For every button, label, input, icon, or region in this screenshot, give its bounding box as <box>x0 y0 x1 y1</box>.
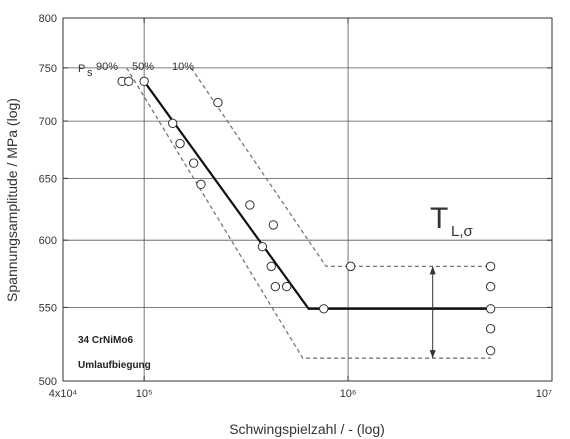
y-tick-label: 550 <box>39 302 57 314</box>
ps-subscript: s <box>87 67 93 79</box>
x-tick-label: 10⁵ <box>136 388 153 400</box>
x-tick-label: 4x10⁴ <box>49 388 78 400</box>
y-tick-label: 700 <box>39 116 57 128</box>
y-tick-label: 650 <box>39 173 57 185</box>
series-line-50-percent <box>143 80 491 310</box>
tl-sigma-label: T <box>430 202 448 235</box>
x-tick-label: 10⁷ <box>536 388 552 400</box>
series-line-90-percent <box>126 67 491 359</box>
y-tick-label: 750 <box>39 63 57 75</box>
data-point <box>485 324 496 334</box>
data-point <box>485 261 496 272</box>
data-point <box>485 346 496 356</box>
data-point <box>485 281 496 292</box>
data-point <box>213 97 223 108</box>
y-tick-label: 600 <box>39 235 57 247</box>
scatter-range-marker <box>429 266 436 359</box>
data-point <box>196 179 206 190</box>
data-point <box>189 158 199 168</box>
data-point <box>167 118 178 129</box>
axes: 500 550 600 650 700 750 800 4x10⁴ 10⁵ 10⁶ 10⁷ <box>39 13 553 400</box>
data-point <box>245 200 255 210</box>
x-axis-label: Schwingspielzahl / - (log) <box>229 421 385 437</box>
data-point <box>319 304 329 314</box>
data-point <box>266 261 276 272</box>
x-tick-label: 10⁶ <box>340 388 357 400</box>
tl-sigma-subscript: L,σ <box>451 223 474 240</box>
series-lines <box>126 67 491 359</box>
series-line-10-percent <box>190 67 491 268</box>
label-50-percent: 50% <box>132 61 154 73</box>
data-point <box>257 241 268 252</box>
data-point <box>139 76 149 87</box>
data-point <box>345 261 356 272</box>
scatter-range-arrow-top <box>429 266 436 275</box>
data-points <box>117 76 496 356</box>
label-10-percent: 10% <box>172 61 194 73</box>
y-axis-label: Spannungsamplitude / MPa (log) <box>4 98 20 302</box>
data-point <box>268 220 279 230</box>
label-90-percent: 90% <box>96 61 118 73</box>
data-point <box>175 138 185 149</box>
scatter-range-arrow-bottom <box>429 350 436 359</box>
data-point <box>124 76 134 87</box>
y-tick-label: 800 <box>39 13 57 25</box>
test-label: Umlaufbiegung <box>78 360 151 371</box>
data-point <box>281 281 292 292</box>
ps-label: P <box>78 63 85 75</box>
y-tick-label: 500 <box>39 376 57 388</box>
grid <box>63 18 552 381</box>
plot-frame <box>62 17 553 382</box>
data-point <box>270 281 281 292</box>
data-point <box>485 304 496 314</box>
material-label: 34 CrNiMo6 <box>78 335 133 346</box>
